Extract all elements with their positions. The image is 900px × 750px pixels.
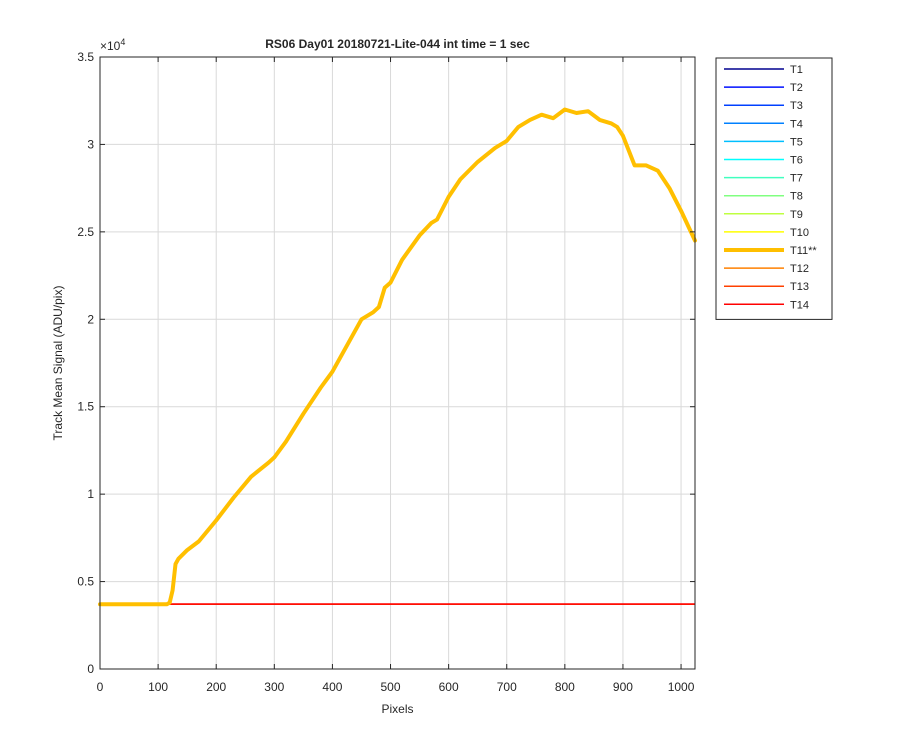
x-tick-label: 200 — [206, 680, 226, 694]
legend-label-t11: T11** — [790, 245, 817, 257]
plot-area — [100, 57, 695, 669]
y-tick-label: 3 — [87, 137, 94, 151]
y-axis-exponent: ×104 — [100, 37, 125, 53]
series-line-t11 — [98, 107, 697, 607]
y-tick-label: 3.5 — [77, 50, 94, 64]
x-tick-label: 700 — [497, 680, 517, 694]
y-tick-label: 1.5 — [77, 400, 94, 414]
x-tick-label: 600 — [439, 680, 459, 694]
legend-label-t14: T14 — [790, 299, 809, 311]
legend-label-t1: T1 — [790, 64, 803, 76]
legend-label-t4: T4 — [790, 118, 803, 130]
y-axis-ticks: 0 0.5 1 1.5 2 2.5 3 3.5 — [77, 50, 695, 676]
y-axis-label: Track Mean Signal (ADU/pix) — [51, 286, 65, 441]
plot-frame — [99, 56, 696, 670]
x-tick-label: 800 — [555, 680, 575, 694]
legend-label-t7: T7 — [790, 173, 803, 185]
legend-label-t5: T5 — [790, 136, 803, 148]
legend-label-t2: T2 — [790, 82, 803, 94]
chart-title: RS06 Day01 20180721-Lite-044 int time = … — [265, 37, 530, 51]
legend-label-t9: T9 — [790, 209, 803, 221]
x-axis-label: Pixels — [381, 702, 413, 716]
x-tick-label: 400 — [322, 680, 342, 694]
x-tick-label: 900 — [613, 680, 633, 694]
x-tick-label: 500 — [381, 680, 401, 694]
x-tick-label: 0 — [97, 680, 104, 694]
legend: T1 T2 T3 T4 T5 T6 T7 T8 T9 T10 T11** T12 T13 T14 — [715, 57, 833, 320]
series-lines — [98, 107, 697, 607]
y-tick-label: 1 — [87, 487, 94, 501]
y-tick-label: 2 — [87, 312, 94, 326]
legend-label-t13: T13 — [790, 281, 809, 293]
y-tick-label: 2.5 — [77, 225, 94, 239]
x-tick-label: 100 — [148, 680, 168, 694]
grid-lines — [100, 57, 695, 669]
x-axis-ticks: 0 100 200 300 400 500 600 700 800 900 1000 — [97, 57, 695, 694]
legend-label-t12: T12 — [790, 263, 809, 275]
legend-box — [715, 57, 833, 320]
legend-label-t3: T3 — [790, 100, 803, 112]
y-tick-label: 0.5 — [77, 575, 94, 589]
x-tick-label: 300 — [264, 680, 284, 694]
legend-label-t10: T10 — [790, 227, 809, 239]
legend-label-t6: T6 — [790, 155, 803, 167]
x-tick-label: 1000 — [668, 680, 695, 694]
y-tick-label: 0 — [87, 662, 94, 676]
legend-label-t8: T8 — [790, 191, 803, 203]
